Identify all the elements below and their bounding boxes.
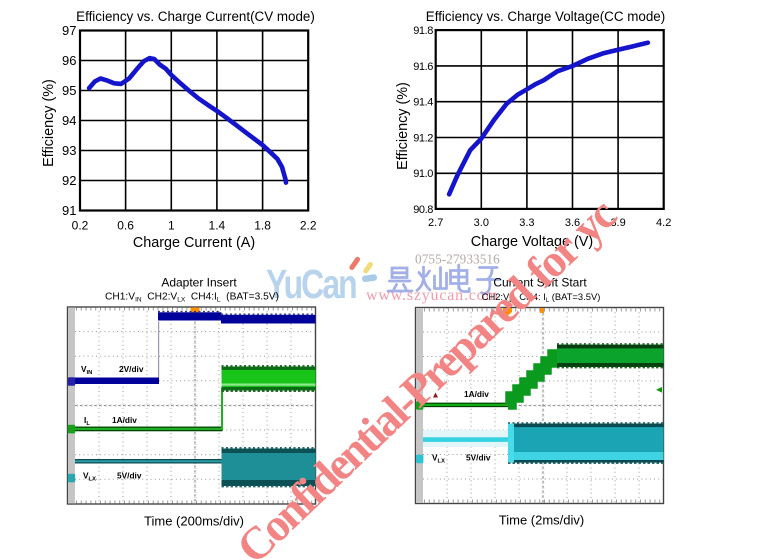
svg-text:0.2: 0.2	[72, 219, 89, 233]
svg-text:0.6: 0.6	[117, 219, 134, 233]
svg-text:Efficiency vs. Charge Voltage(: Efficiency vs. Charge Voltage(CC mode)	[426, 9, 665, 24]
svg-text:Efficiency (%): Efficiency (%)	[395, 82, 411, 170]
svg-text:Efficiency vs. Charge Current(: Efficiency vs. Charge Current(CV mode)	[76, 9, 315, 24]
svg-text:Charge Voltage (V): Charge Voltage (V)	[471, 234, 593, 250]
svg-text:VLX: VLX	[83, 471, 96, 483]
svg-text:2.2: 2.2	[300, 219, 317, 233]
svg-text:VIN: VIN	[81, 364, 92, 376]
svg-text:2V/div: 2V/div	[119, 364, 144, 374]
svg-text:93: 93	[62, 143, 76, 158]
svg-text:1: 1	[168, 219, 175, 233]
svg-text:3.0: 3.0	[474, 217, 489, 229]
svg-text:91.8: 91.8	[413, 25, 433, 37]
svg-text:Adapter Insert: Adapter Insert	[161, 276, 237, 290]
svg-text:YuCan: YuCan	[266, 261, 356, 307]
svg-text:Current Soft Start: Current Soft Start	[493, 276, 587, 290]
svg-text:4.2: 4.2	[656, 217, 671, 229]
svg-text:IL: IL	[84, 415, 90, 427]
svg-text:1A/div: 1A/div	[464, 389, 489, 399]
svg-text:91.0: 91.0	[413, 168, 433, 180]
svg-text:Time (200ms/div): Time (200ms/div)	[144, 514, 244, 529]
svg-text:3.3: 3.3	[519, 217, 534, 229]
svg-text:3.6: 3.6	[565, 217, 580, 229]
svg-text:CH1:VIN CH2:VLX CH4:IL (BAT: CH1:VIN CH2:VLX CH4:IL (BAT=3.5V)	[105, 292, 279, 304]
svg-text:2.7: 2.7	[428, 217, 443, 229]
svg-text:1.8: 1.8	[254, 219, 271, 233]
svg-text:Time (2ms/div): Time (2ms/div)	[499, 513, 584, 528]
svg-text:0755-27933516: 0755-27933516	[415, 252, 500, 267]
svg-text:91.4: 91.4	[413, 97, 433, 109]
svg-text:96: 96	[62, 53, 76, 68]
svg-text:5V/div: 5V/div	[117, 471, 142, 481]
svg-text:92: 92	[62, 173, 76, 188]
svg-text:Efficiency (%): Efficiency (%)	[41, 79, 57, 167]
svg-text:90.8: 90.8	[413, 204, 433, 216]
svg-text:3.9: 3.9	[610, 217, 625, 229]
svg-text:www.szyucan.com: www.szyucan.com	[366, 287, 499, 304]
svg-text:1.4: 1.4	[209, 219, 226, 233]
svg-text:94: 94	[62, 113, 76, 128]
svg-text:95: 95	[62, 83, 76, 98]
svg-text:5V/div: 5V/div	[466, 453, 491, 463]
svg-text:91: 91	[62, 203, 76, 218]
svg-text:91.6: 91.6	[413, 61, 433, 73]
svg-text:97: 97	[62, 23, 76, 38]
svg-text:91.2: 91.2	[413, 133, 433, 145]
svg-text:VLX: VLX	[432, 453, 445, 465]
svg-text:1A/div: 1A/div	[112, 415, 137, 425]
svg-text:Charge Current (A): Charge Current (A)	[133, 235, 255, 251]
